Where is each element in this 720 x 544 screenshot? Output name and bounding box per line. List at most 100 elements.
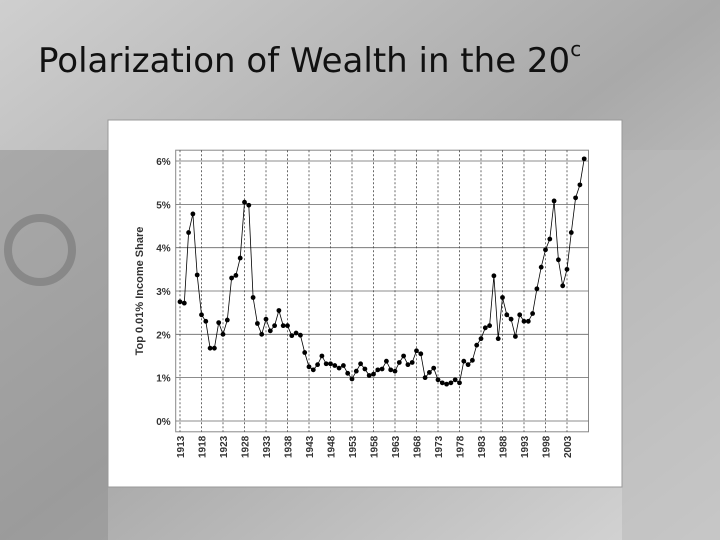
x-tick-label: 1983: [477, 435, 488, 458]
data-point: [568, 230, 574, 235]
data-point: [564, 266, 570, 272]
data-point: [276, 308, 282, 313]
background-shape: [4, 214, 76, 286]
data-point: [543, 247, 548, 253]
data-point: [573, 195, 578, 201]
x-tick-label: 1913: [176, 435, 187, 458]
data-point: [353, 368, 359, 374]
data-point: [289, 333, 295, 339]
slide-title: Polarization of Wealth in the 20c: [38, 37, 581, 81]
data-point: [396, 360, 402, 365]
data-point: [405, 362, 411, 368]
x-tick-label: 1953: [348, 435, 359, 458]
data-point: [418, 351, 424, 357]
x-tick-label: 1933: [262, 435, 273, 458]
data-point: [375, 367, 381, 373]
data-point: [422, 375, 428, 381]
data-point: [349, 376, 355, 382]
x-tick-label: 1928: [241, 435, 252, 458]
data-point: [487, 323, 492, 329]
data-point: [388, 367, 394, 373]
data-point: [242, 199, 247, 205]
data-point: [212, 345, 217, 351]
data-point: [427, 370, 432, 375]
data-point: [504, 312, 510, 318]
x-tick-label: 1918: [198, 435, 209, 458]
data-point: [190, 211, 196, 217]
data-point: [237, 255, 243, 261]
data-point: [534, 286, 540, 292]
data-point: [439, 380, 445, 386]
y-tick-label: 4%: [156, 244, 171, 255]
x-tick-label: 1988: [499, 435, 510, 458]
data-point: [250, 295, 256, 300]
x-tick-label: 1923: [219, 435, 230, 458]
x-tick-label: 1973: [434, 435, 445, 458]
data-point: [267, 328, 273, 334]
data-point: [216, 320, 222, 326]
data-point: [431, 365, 437, 371]
y-tick-label: 1%: [156, 374, 171, 385]
data-point: [414, 348, 419, 354]
data-point: [362, 366, 368, 372]
data-point: [293, 330, 299, 336]
x-tick-label: 1948: [327, 435, 338, 458]
data-point: [551, 198, 557, 204]
data-point: [465, 362, 471, 368]
data-point: [538, 264, 544, 270]
x-tick-label: 1943: [305, 435, 316, 458]
y-axis-label: Top 0.01% Income Share: [134, 227, 146, 356]
data-point: [177, 299, 183, 305]
data-point: [272, 323, 277, 329]
data-point: [181, 300, 187, 306]
data-point: [448, 380, 454, 386]
data-point: [491, 273, 497, 279]
x-tick-label: 1963: [391, 435, 402, 458]
data-point: [530, 311, 535, 316]
data-point: [263, 316, 269, 322]
data-point: [229, 275, 235, 281]
data-point: [341, 363, 346, 368]
data-point: [577, 182, 583, 188]
data-point: [280, 323, 286, 329]
data-point: [457, 380, 462, 386]
x-tick-label: 1978: [456, 435, 467, 458]
title-text: Polarization of Wealth in the 20: [38, 41, 570, 81]
data-point: [194, 272, 200, 278]
data-point: [358, 361, 363, 367]
background-shape: [0, 150, 108, 540]
title-superscript: c: [570, 37, 581, 61]
data-point: [332, 363, 338, 368]
data-point: [525, 318, 531, 324]
data-point: [474, 342, 480, 348]
data-point: [259, 331, 265, 337]
data-point: [315, 362, 320, 368]
data-point: [224, 317, 230, 323]
data-point: [310, 367, 316, 373]
data-point: [581, 156, 587, 162]
data-point: [384, 358, 389, 364]
background-shape: [622, 150, 720, 540]
chart-panel: [107, 119, 623, 488]
data-point: [366, 373, 372, 378]
data-point: [435, 377, 441, 383]
y-tick-label: 2%: [156, 330, 171, 341]
x-tick-label: 1998: [542, 435, 553, 458]
data-point: [246, 202, 252, 208]
data-point: [556, 257, 561, 263]
data-point: [392, 368, 398, 374]
data-point: [470, 357, 475, 363]
data-point: [186, 230, 192, 235]
data-point: [409, 360, 415, 365]
data-point: [255, 321, 260, 326]
x-tick-label: 1958: [370, 435, 381, 458]
data-point: [379, 366, 385, 372]
x-tick-label: 1938: [284, 435, 295, 458]
data-point: [323, 361, 329, 367]
data-point: [478, 336, 484, 342]
data-point: [401, 353, 406, 359]
data-point: [452, 377, 458, 383]
x-tick-label: 2003: [563, 435, 574, 458]
data-point: [220, 331, 226, 337]
